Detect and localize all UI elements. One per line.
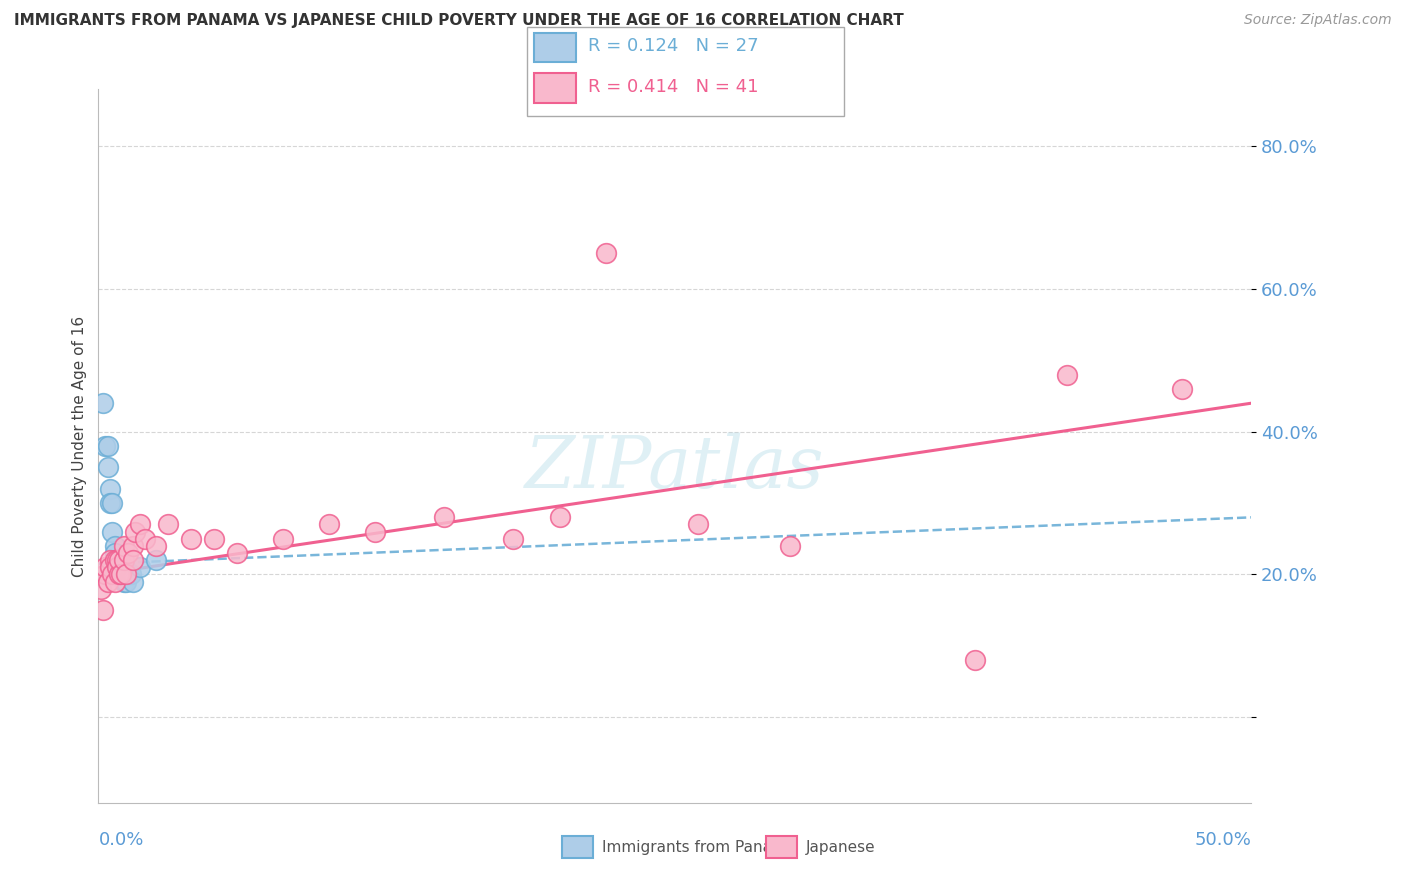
Point	[112, 539, 135, 553]
Point	[686, 517, 709, 532]
Point	[122, 539, 145, 553]
Point	[115, 567, 138, 582]
Point	[98, 553, 121, 567]
Point	[364, 524, 387, 539]
Point	[103, 553, 125, 567]
Point	[433, 510, 456, 524]
Point	[90, 582, 112, 596]
Point	[108, 567, 131, 582]
Point	[595, 246, 617, 260]
Text: R = 0.124   N = 27: R = 0.124 N = 27	[588, 37, 758, 55]
Point	[117, 567, 139, 582]
Point	[105, 553, 128, 567]
Text: R = 0.414   N = 41: R = 0.414 N = 41	[588, 78, 758, 96]
Point	[91, 603, 114, 617]
Point	[97, 439, 120, 453]
Point	[271, 532, 294, 546]
Point	[103, 574, 125, 589]
Point	[98, 482, 121, 496]
Text: Source: ZipAtlas.com: Source: ZipAtlas.com	[1244, 13, 1392, 28]
Point	[1171, 382, 1194, 396]
Point	[105, 553, 128, 567]
Point	[110, 560, 132, 574]
Point	[105, 560, 128, 574]
Point	[963, 653, 986, 667]
Point	[94, 567, 117, 582]
Point	[98, 560, 121, 574]
Point	[145, 539, 167, 553]
Point	[103, 539, 125, 553]
Point	[101, 496, 124, 510]
Point	[98, 496, 121, 510]
Point	[101, 524, 124, 539]
Text: Japanese: Japanese	[806, 840, 876, 855]
Point	[97, 574, 120, 589]
Point	[103, 546, 125, 560]
Text: Immigrants from Panama: Immigrants from Panama	[602, 840, 796, 855]
Point	[156, 517, 179, 532]
Point	[129, 517, 152, 532]
Point	[91, 396, 114, 410]
Point	[1056, 368, 1078, 382]
Point	[122, 574, 145, 589]
Point	[548, 510, 571, 524]
Point	[225, 546, 247, 560]
Point	[94, 439, 117, 453]
Point	[105, 553, 128, 567]
Point	[502, 532, 524, 546]
Point	[112, 574, 135, 589]
Point	[112, 560, 135, 574]
Point	[779, 539, 801, 553]
Point	[120, 567, 142, 582]
Text: ZIPatlas: ZIPatlas	[524, 432, 825, 503]
Point	[122, 553, 145, 567]
Point	[129, 560, 152, 574]
Y-axis label: Child Poverty Under the Age of 16: Child Poverty Under the Age of 16	[72, 316, 87, 576]
Text: 0.0%: 0.0%	[98, 831, 143, 849]
Text: 50.0%: 50.0%	[1195, 831, 1251, 849]
Point	[110, 567, 132, 582]
Point	[94, 560, 117, 574]
Text: IMMIGRANTS FROM PANAMA VS JAPANESE CHILD POVERTY UNDER THE AGE OF 16 CORRELATION: IMMIGRANTS FROM PANAMA VS JAPANESE CHILD…	[14, 13, 904, 29]
Point	[117, 546, 139, 560]
Point	[108, 560, 131, 574]
Point	[318, 517, 340, 532]
Point	[180, 532, 202, 546]
Point	[108, 567, 131, 582]
Point	[112, 553, 135, 567]
Point	[103, 553, 125, 567]
Point	[202, 532, 225, 546]
Point	[108, 553, 131, 567]
Point	[105, 560, 128, 574]
Point	[101, 567, 124, 582]
Point	[97, 460, 120, 475]
Point	[145, 553, 167, 567]
Point	[134, 532, 156, 546]
Point	[124, 524, 146, 539]
Point	[108, 553, 131, 567]
Point	[115, 574, 138, 589]
Point	[110, 567, 132, 582]
